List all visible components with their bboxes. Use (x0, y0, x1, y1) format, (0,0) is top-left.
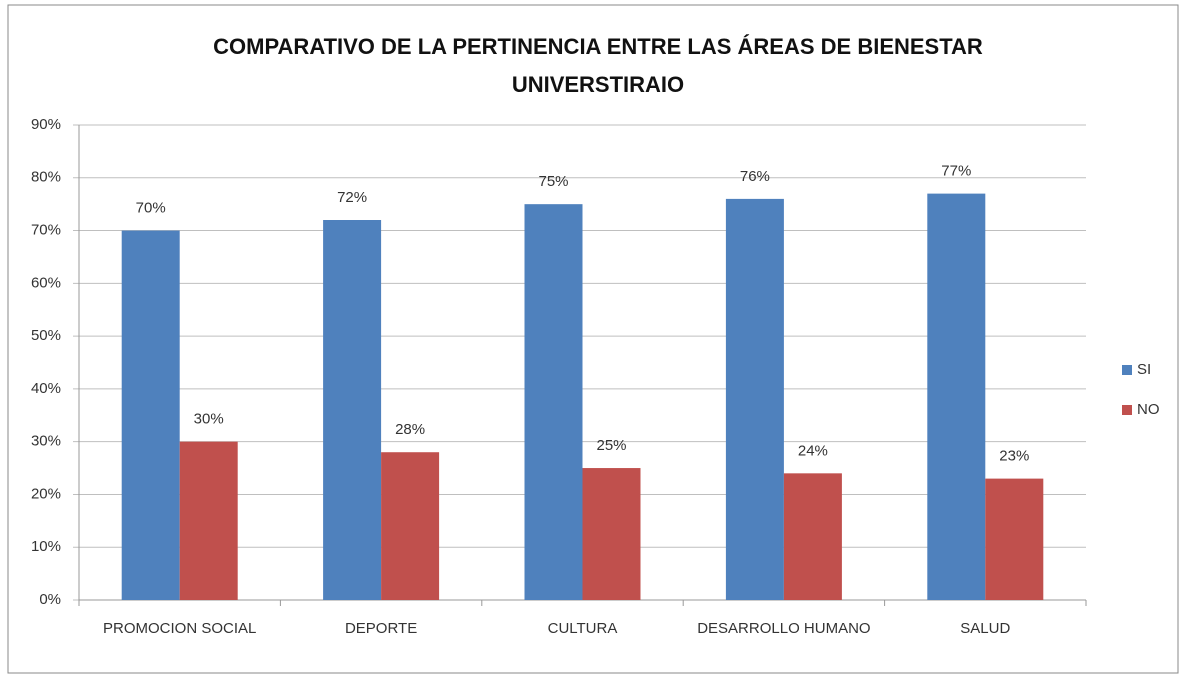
x-tick-label: PROMOCION SOCIAL (103, 620, 257, 637)
x-tick-label: SALUD (960, 620, 1011, 637)
bar (179, 441, 238, 600)
legend-label: SI (1137, 361, 1151, 378)
y-tick-label: 30% (31, 433, 61, 450)
y-tick-label: 80% (31, 169, 61, 186)
chart-title: COMPARATIVO DE LA PERTINENCIA ENTRE LAS … (213, 34, 983, 97)
data-label: 77% (941, 163, 971, 180)
y-tick-label: 70% (31, 222, 61, 239)
y-tick-label: 20% (31, 485, 61, 502)
data-label: 28% (395, 421, 425, 438)
bar (927, 193, 986, 600)
bar (582, 468, 641, 600)
data-label: 72% (337, 189, 367, 206)
x-tick-label: DEPORTE (344, 620, 418, 637)
data-label: 30% (194, 411, 224, 428)
y-tick-label: 50% (31, 327, 61, 344)
data-label: 25% (596, 437, 626, 454)
data-label: 76% (740, 168, 770, 185)
y-tick-label: 60% (31, 274, 61, 291)
bar (323, 220, 382, 600)
bar (381, 452, 440, 600)
y-tick-label: 40% (31, 380, 61, 397)
y-tick-label: 0% (39, 591, 61, 608)
legend-swatch (1122, 405, 1132, 415)
data-label: 23% (999, 448, 1029, 465)
legend-swatch (1122, 365, 1132, 375)
data-label: 24% (798, 442, 828, 459)
y-tick-label: 90% (31, 116, 61, 133)
chart-border (7, 4, 1179, 674)
bar (725, 198, 784, 600)
bar (121, 230, 180, 601)
bar (783, 473, 842, 600)
x-tick-label: CULTURA (547, 620, 618, 637)
y-tick-label: 10% (31, 538, 61, 555)
data-label: 70% (136, 200, 166, 217)
legend-label: NO (1137, 401, 1160, 418)
data-label: 75% (538, 173, 568, 190)
bar (524, 204, 583, 600)
bar (985, 478, 1044, 600)
x-tick-label: DESARROLLO HUMANO (697, 620, 871, 637)
